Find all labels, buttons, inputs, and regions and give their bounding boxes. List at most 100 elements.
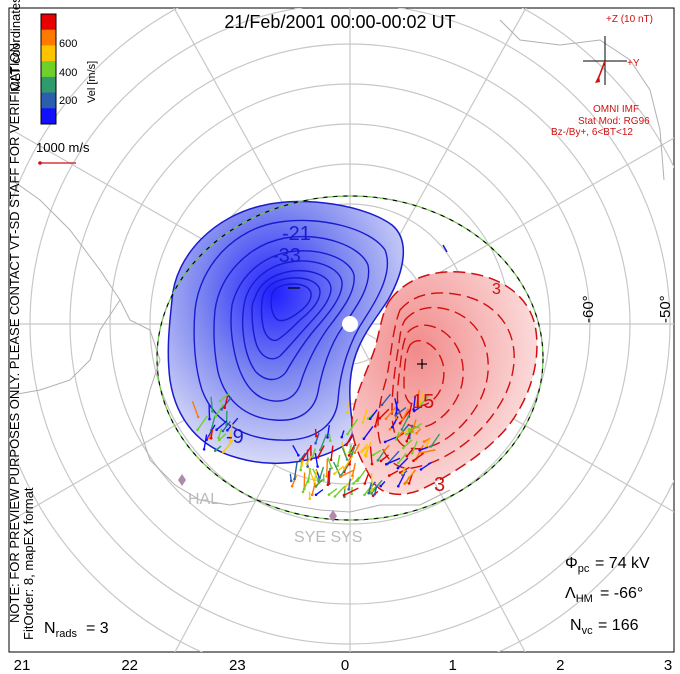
velocity-vector-origin <box>223 406 226 410</box>
scale-vector-arrow <box>38 161 76 165</box>
velocity-vector <box>229 423 233 442</box>
velocity-vector-origin <box>202 448 206 451</box>
imf-clock <box>583 36 627 85</box>
velocity-vector <box>408 474 413 484</box>
negative-contours <box>193 219 389 441</box>
velocity-vector <box>328 488 338 496</box>
imf-model-label: Stat Mod: RG96 <box>578 116 650 127</box>
velocity-vector <box>318 466 325 483</box>
velocity-vector-origin <box>315 434 318 438</box>
velocity-vector <box>362 409 368 423</box>
velocity-vector-origin <box>418 448 422 452</box>
velocity-vector-origin <box>348 463 351 466</box>
velocity-vector-origin <box>221 429 225 433</box>
velocity-vector-origin <box>415 432 418 435</box>
velocity-vector-origin <box>316 456 320 459</box>
velocity-vector-origin <box>293 477 296 481</box>
latitude-label-minus50: -50° <box>657 295 674 323</box>
velocity-vector-origin <box>379 484 383 488</box>
velocity-vector-origin <box>215 428 218 432</box>
velocity-vector <box>386 450 400 465</box>
velocity-vector <box>348 444 356 456</box>
velocity-vector <box>385 405 398 420</box>
velocity-vector <box>217 428 223 439</box>
velocity-vector-origin <box>342 467 346 470</box>
velocity-vector <box>327 470 330 485</box>
velocity-vector <box>402 439 413 449</box>
velocity-vector-origin <box>405 454 409 458</box>
velocity-vector <box>302 476 310 493</box>
velocity-vector <box>218 433 227 441</box>
mlt-tick-label: 0 <box>341 657 349 674</box>
velocity-vector-origin <box>228 439 232 443</box>
velocity-vector <box>224 394 229 408</box>
velocity-vector-origin <box>383 440 387 444</box>
velocity-vector <box>364 473 369 484</box>
velocity-vector-origin <box>314 485 318 488</box>
stat-lambda-hm-value: = -66° <box>600 585 643 602</box>
velocity-vector-origin <box>326 483 330 487</box>
velocity-vector <box>395 401 398 414</box>
velocity-vector <box>397 453 407 464</box>
velocity-vector <box>332 461 342 477</box>
velocity-vector-origin <box>336 464 339 468</box>
velocity-vector-origin <box>383 449 386 452</box>
velocity-vector <box>306 455 313 464</box>
velocity-vector-origin <box>394 416 398 420</box>
velocity-vector <box>412 396 416 410</box>
velocity-vector <box>413 452 425 462</box>
colorbar-segment <box>41 108 56 125</box>
velocity-vector-origin <box>370 492 373 495</box>
velocity-vector-origin <box>401 472 404 475</box>
velocity-vector <box>401 414 411 430</box>
velocity-vector <box>406 447 415 457</box>
velocity-vector <box>346 418 359 435</box>
station-sye-marker <box>329 510 337 522</box>
colorbar-segment <box>41 76 56 94</box>
contour-label-minus33: -33 <box>272 245 301 267</box>
velocity-vector <box>336 454 341 466</box>
velocity-vector-origin <box>220 408 223 411</box>
velocity-vector <box>315 488 324 496</box>
velocity-vector-origin <box>394 438 398 441</box>
velocity-vector-origin <box>301 490 305 494</box>
velocity-vector-origin <box>345 458 349 461</box>
velocity-vector-origin <box>196 415 200 419</box>
velocity-vector-origin <box>299 468 303 472</box>
velocity-vector-origin <box>310 493 314 497</box>
velocity-vector-origin <box>211 410 214 413</box>
colorbar-tick-600: 600 <box>59 38 77 50</box>
velocity-vector <box>397 473 406 487</box>
velocity-vector-origin <box>350 492 354 496</box>
velocity-vector <box>333 465 345 475</box>
imf-conditions-label: Bz-/By+, 6<BT<12 <box>551 127 633 138</box>
velocity-vector <box>418 394 430 408</box>
contour-label-minus21: -21 <box>282 223 311 245</box>
side-text-mlt: MLT coordinates <box>8 0 23 92</box>
velocity-vector-origin <box>305 462 309 465</box>
velocity-vector-origin <box>372 453 375 457</box>
velocity-vector <box>374 485 378 495</box>
velocity-vector-origin <box>351 474 354 478</box>
velocity-vector <box>343 455 354 469</box>
velocity-vector <box>381 393 392 406</box>
contour-label-3-lower: 3 <box>434 474 445 496</box>
velocity-vector-origin <box>376 459 380 462</box>
velocity-vector-origin <box>396 461 400 465</box>
velocity-vector-origin <box>429 445 433 448</box>
velocity-vector-origin <box>342 493 346 497</box>
velocity-vector <box>326 458 329 477</box>
velocity-vector <box>314 432 320 444</box>
velocity-vector <box>395 407 407 416</box>
velocity-vector-origin <box>347 454 351 457</box>
velocity-vector-origin <box>398 421 402 425</box>
velocity-vector <box>425 438 431 447</box>
velocity-vector <box>386 457 401 465</box>
imf-plus-y-label: +Y <box>627 58 640 69</box>
potential-max-marker <box>417 359 427 369</box>
velocity-vector-origin <box>419 468 423 471</box>
velocity-vector-origin <box>361 421 365 424</box>
velocity-vector-origin <box>333 472 336 476</box>
velocity-vector-origin <box>314 441 317 445</box>
velocity-vector-origin <box>208 417 211 421</box>
